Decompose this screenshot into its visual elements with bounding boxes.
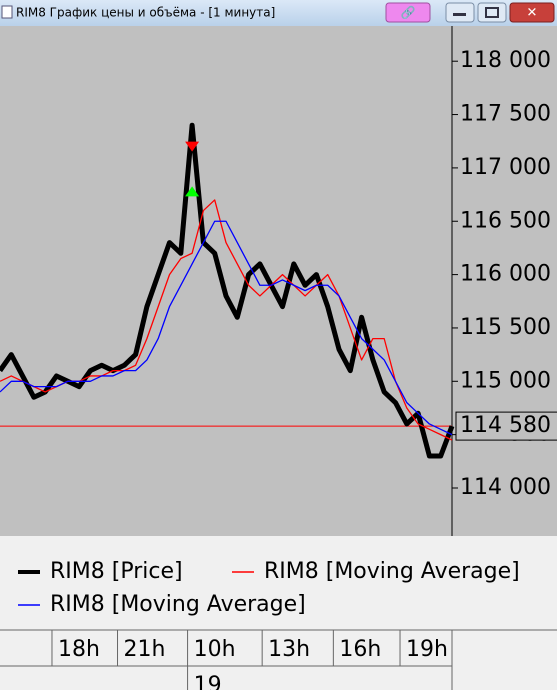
date-tick-label: 19 [194, 673, 222, 690]
legend-label: RIM8 [Moving Average] [264, 559, 520, 584]
window-title: RIM8 График цены и объёма - [1 минута] [16, 6, 275, 20]
maximize-button[interactable] [477, 2, 507, 23]
signal-marker [185, 141, 200, 152]
y-tick-label: 115 500 [460, 315, 551, 340]
link-button[interactable] [385, 2, 431, 23]
close-icon: ✕ [527, 6, 538, 21]
legend-area [0, 536, 557, 628]
plot-background [0, 26, 557, 536]
minimize-button[interactable] [445, 2, 475, 23]
y-tick-label: 115 000 [460, 368, 551, 393]
minimize-icon [453, 13, 466, 16]
y-tick-label: 114 000 [460, 475, 551, 500]
window-icon [1, 5, 13, 19]
series-line [0, 122, 455, 459]
legend-label: RIM8 [Price] [50, 559, 183, 584]
series-line [0, 220, 453, 436]
x-tick-label: 18h [58, 637, 100, 662]
maximize-icon [485, 7, 499, 18]
close-button[interactable] [509, 2, 555, 23]
signal-marker [185, 186, 200, 197]
x-tick-label: 10h [194, 637, 236, 662]
time-axis [0, 628, 557, 690]
last-price-box [455, 411, 557, 441]
x-tick-label: 19h [406, 637, 448, 662]
legend-label: RIM8 [Moving Average] [50, 592, 306, 617]
x-tick-label: 21h [124, 637, 166, 662]
link-icon: 🔗 [401, 5, 416, 20]
y-tick-label: 117 000 [460, 155, 551, 180]
y-tick-label: 116 000 [460, 262, 551, 287]
y-tick-label: 118 000 [460, 48, 551, 73]
y-tick-label: 117 500 [460, 102, 551, 127]
x-tick-label: 13h [268, 637, 310, 662]
y-tick-label: 116 500 [460, 208, 551, 233]
x-tick-label: 16h [339, 637, 381, 662]
last-price-label: 114 580 [460, 413, 551, 438]
